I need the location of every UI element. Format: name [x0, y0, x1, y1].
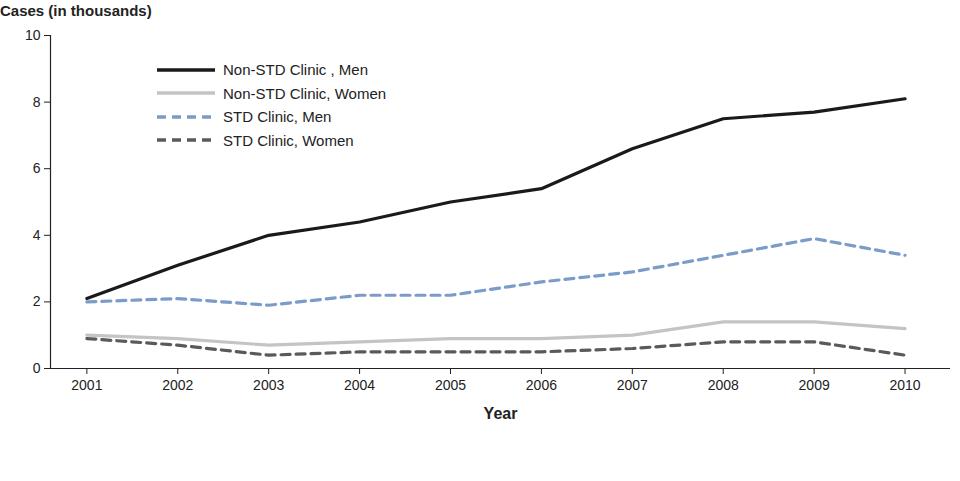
svg-text:2002: 2002	[162, 377, 193, 393]
svg-text:2: 2	[33, 293, 41, 309]
html-text:STD Clinic, Men: STD Clinic, Men	[223, 108, 332, 126]
svg-text:6: 6	[33, 160, 41, 176]
svg-text:2004: 2004	[344, 377, 375, 393]
svg-text:2008: 2008	[708, 377, 739, 393]
svg-text:2001: 2001	[71, 377, 102, 393]
svg-text:2010: 2010	[889, 377, 920, 393]
svg-text:4: 4	[33, 227, 41, 243]
svg-text:10: 10	[25, 27, 41, 43]
svg-text:2005: 2005	[435, 377, 466, 393]
svg-text:2009: 2009	[799, 377, 830, 393]
svg-text:2007: 2007	[617, 377, 648, 393]
html-text:STD Clinic, Women: STD Clinic, Women	[223, 131, 354, 149]
svg-text:0: 0	[33, 360, 41, 376]
html-text:Cases (in thousands): Cases (in thousands)	[0, 2, 152, 19]
html-text:Non-STD Clinic , Men: Non-STD Clinic , Men	[223, 61, 368, 79]
svg-text:2006: 2006	[526, 377, 557, 393]
html-text:Non-STD Clinic, Women: Non-STD Clinic, Women	[223, 84, 387, 102]
svg-text:Year: Year	[484, 405, 518, 422]
svg-text:2003: 2003	[253, 377, 284, 393]
svg-text:8: 8	[33, 94, 41, 110]
